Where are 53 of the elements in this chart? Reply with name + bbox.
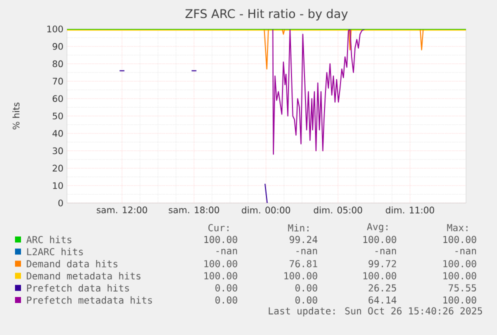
text: 100.00 <box>284 272 318 280</box>
text: 100.00 <box>363 236 396 244</box>
x-tick-label: dim. 00:00 <box>242 206 290 214</box>
text: 75.55 <box>448 284 476 292</box>
legend-label: Prefetch metadata hits <box>27 296 152 304</box>
text: 100.00 <box>204 272 238 280</box>
text: 100.00 <box>443 236 476 244</box>
text: -nan <box>216 248 237 254</box>
y-tick-label: 80 <box>52 60 63 68</box>
legend-label: Prefetch data hits <box>27 284 129 292</box>
x-tick-label: dim. 05:00 <box>314 206 362 214</box>
y-axis-title: % hits <box>12 102 20 130</box>
text: 76.81 <box>290 260 318 268</box>
x-tick-label: sam. 18:00 <box>168 206 220 214</box>
y-tick-label: 40 <box>52 130 63 137</box>
text: 99.24 <box>290 236 318 244</box>
text: Max: <box>447 224 468 232</box>
y-tick-label: 30 <box>52 147 63 154</box>
y-tick-label: 100 <box>47 26 63 32</box>
text: 100.00 <box>363 272 396 280</box>
y-tick-label: 20 <box>52 164 63 172</box>
text: 26.25 <box>368 284 396 292</box>
text: 0.00 <box>295 284 318 292</box>
text: 100.00 <box>443 260 476 268</box>
chart-title: ZFS ARC - Hit ratio - by day <box>185 8 348 20</box>
x-tick-label: dim. 11:00 <box>386 206 434 214</box>
text: 0.00 <box>295 296 318 304</box>
text: 100.00 <box>443 296 476 304</box>
legend-label: Demand metadata hits <box>26 272 140 280</box>
text: 100.00 <box>443 272 476 280</box>
text: -nan <box>296 248 317 254</box>
text: 0.00 <box>215 284 238 292</box>
x-tick-label: sam. 12:00 <box>96 206 148 214</box>
y-tick-label: 0 <box>58 200 63 206</box>
legend-label: ARC hits <box>26 236 72 244</box>
y-tick-label: 50 <box>52 112 63 120</box>
text: 99.72 <box>368 260 396 268</box>
text: Avg: <box>366 223 388 232</box>
y-tick-label: 70 <box>52 78 63 85</box>
legend-label: L2ARC hits <box>27 248 83 256</box>
text: Last update: Sun Oct 26 15:40:26 2025 <box>268 307 482 316</box>
y-tick-label: 10 <box>53 182 63 189</box>
text: 100.00 <box>204 236 238 244</box>
text: Cur: <box>208 224 228 232</box>
text: 64.14 <box>368 296 396 304</box>
y-tick-label: 60 <box>52 95 63 102</box>
text: -nan <box>375 248 396 254</box>
y-tick-label: 90 <box>52 43 63 50</box>
legend-label: Demand data hits <box>26 260 118 268</box>
text: 100.00 <box>204 260 238 268</box>
text: Min: <box>288 224 308 232</box>
text: 0.00 <box>215 296 238 304</box>
text: -nan <box>455 248 476 254</box>
